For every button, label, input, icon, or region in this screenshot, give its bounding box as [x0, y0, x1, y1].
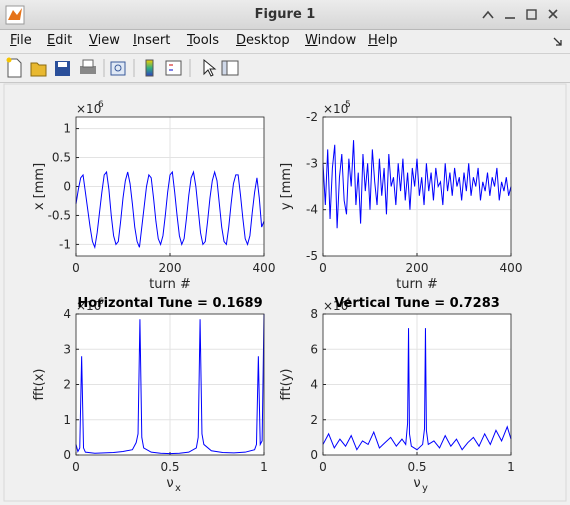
colorbar-button[interactable] — [145, 59, 154, 77]
property-editor-button[interactable] — [221, 60, 239, 76]
x-tick-label: 400 — [253, 261, 276, 275]
x-tick-label: 400 — [500, 261, 523, 275]
y-axis-label: fft(x) — [32, 369, 47, 401]
data-line — [322, 328, 512, 451]
print-button[interactable] — [80, 59, 96, 74]
x-tick-label: 0 — [72, 460, 80, 474]
chart-title: Vertical Tune = 0.7283 — [334, 296, 500, 311]
y-tick-label: 4 — [63, 307, 71, 321]
toolbar — [0, 53, 570, 83]
axis-exponent: 6 — [98, 297, 104, 307]
axis-multiplier: ×10 — [76, 102, 101, 116]
menu-item[interactable]: File — [10, 33, 32, 48]
x-axis-label-subscript: y — [422, 483, 428, 494]
x-tick-label: 0.5 — [407, 460, 426, 474]
float-button[interactable] — [482, 10, 494, 19]
x-tick-label: 1 — [260, 460, 268, 474]
y-tick-label: -4 — [306, 203, 318, 217]
axes-box — [75, 313, 265, 456]
data-line — [322, 140, 512, 229]
y-tick-label: 0 — [63, 180, 71, 194]
y-axis-label: y [mm] — [279, 163, 294, 210]
x-axis-label-subscript: x — [175, 483, 181, 494]
x-axis-label: turn # — [396, 277, 438, 292]
data-line — [75, 170, 265, 250]
data-line — [75, 313, 265, 455]
menu-item[interactable]: Tools — [187, 33, 220, 48]
y-tick-label: 1 — [63, 122, 71, 136]
toolbar-icons — [6, 57, 239, 78]
x-tick-label: 0 — [72, 261, 80, 275]
y-tick-label: 3 — [63, 342, 71, 356]
close-button[interactable] — [548, 9, 558, 19]
y-tick-label: 0 — [63, 448, 71, 462]
new-figure-button[interactable] — [6, 57, 22, 78]
x-axis-label: ν — [166, 476, 173, 491]
menu-item[interactable]: View — [89, 33, 120, 48]
x-tick-label: 0 — [319, 261, 327, 275]
menu-bar: File Edit View Insert Tools Desktop Wind… — [0, 30, 570, 52]
x-axis-label: turn # — [149, 277, 191, 292]
axis-multiplier: ×10 — [76, 299, 101, 313]
x-tick-label: 1 — [507, 460, 515, 474]
link-button[interactable] — [110, 61, 126, 76]
y-tick-label: 1 — [63, 413, 71, 427]
x-tick-label: 0.5 — [160, 460, 179, 474]
axes-box — [322, 116, 512, 257]
axis-multiplier: ×10 — [323, 299, 348, 313]
title-bar: Figure 1 — [0, 0, 570, 30]
menu-item[interactable]: Window — [305, 33, 357, 48]
menu-item[interactable]: Help — [368, 33, 398, 48]
x-tick-label: 200 — [406, 261, 429, 275]
y-tick-label: 8 — [310, 307, 318, 321]
y-tick-label: -1 — [59, 237, 71, 251]
axes-box — [75, 116, 265, 257]
y-tick-label: -5 — [306, 249, 318, 263]
menu-item[interactable]: Edit — [47, 33, 73, 48]
app-logo — [8, 8, 22, 20]
save-button[interactable] — [55, 61, 70, 76]
edit-plot-button[interactable] — [203, 58, 217, 77]
chart-title: Horizontal Tune = 0.1689 — [77, 296, 262, 311]
menu-dock-icon[interactable] — [552, 36, 564, 48]
legend-button[interactable] — [165, 60, 182, 76]
y-axis-label: x [mm] — [32, 163, 47, 210]
y-tick-label: -0.5 — [48, 208, 71, 222]
menu-item[interactable]: Insert — [133, 33, 171, 48]
y-tick-label: -2 — [306, 110, 318, 124]
open-button[interactable] — [30, 62, 47, 77]
y-tick-label: -3 — [306, 156, 318, 170]
y-tick-label: 4 — [310, 378, 318, 392]
axis-multiplier: ×10 — [323, 102, 348, 116]
x-axis-label: ν — [413, 476, 420, 491]
y-tick-label: 0 — [310, 448, 318, 462]
window-title: Figure 1 — [254, 7, 316, 22]
axis-exponent: 5 — [345, 100, 351, 110]
x-tick-label: 200 — [159, 261, 182, 275]
y-tick-label: 2 — [63, 378, 71, 392]
axes-box — [322, 313, 512, 456]
maximize-button[interactable] — [526, 9, 537, 20]
x-tick-label: 0 — [319, 460, 327, 474]
y-tick-label: 2 — [310, 413, 318, 427]
title-bar-icons — [5, 5, 558, 25]
y-axis-label: fft(y) — [279, 369, 294, 401]
menu-item[interactable]: Desktop — [236, 33, 290, 48]
y-tick-label: 6 — [310, 342, 318, 356]
axis-exponent: 4 — [345, 297, 351, 307]
y-tick-label: 0.5 — [52, 151, 71, 165]
axis-exponent: 6 — [98, 100, 104, 110]
